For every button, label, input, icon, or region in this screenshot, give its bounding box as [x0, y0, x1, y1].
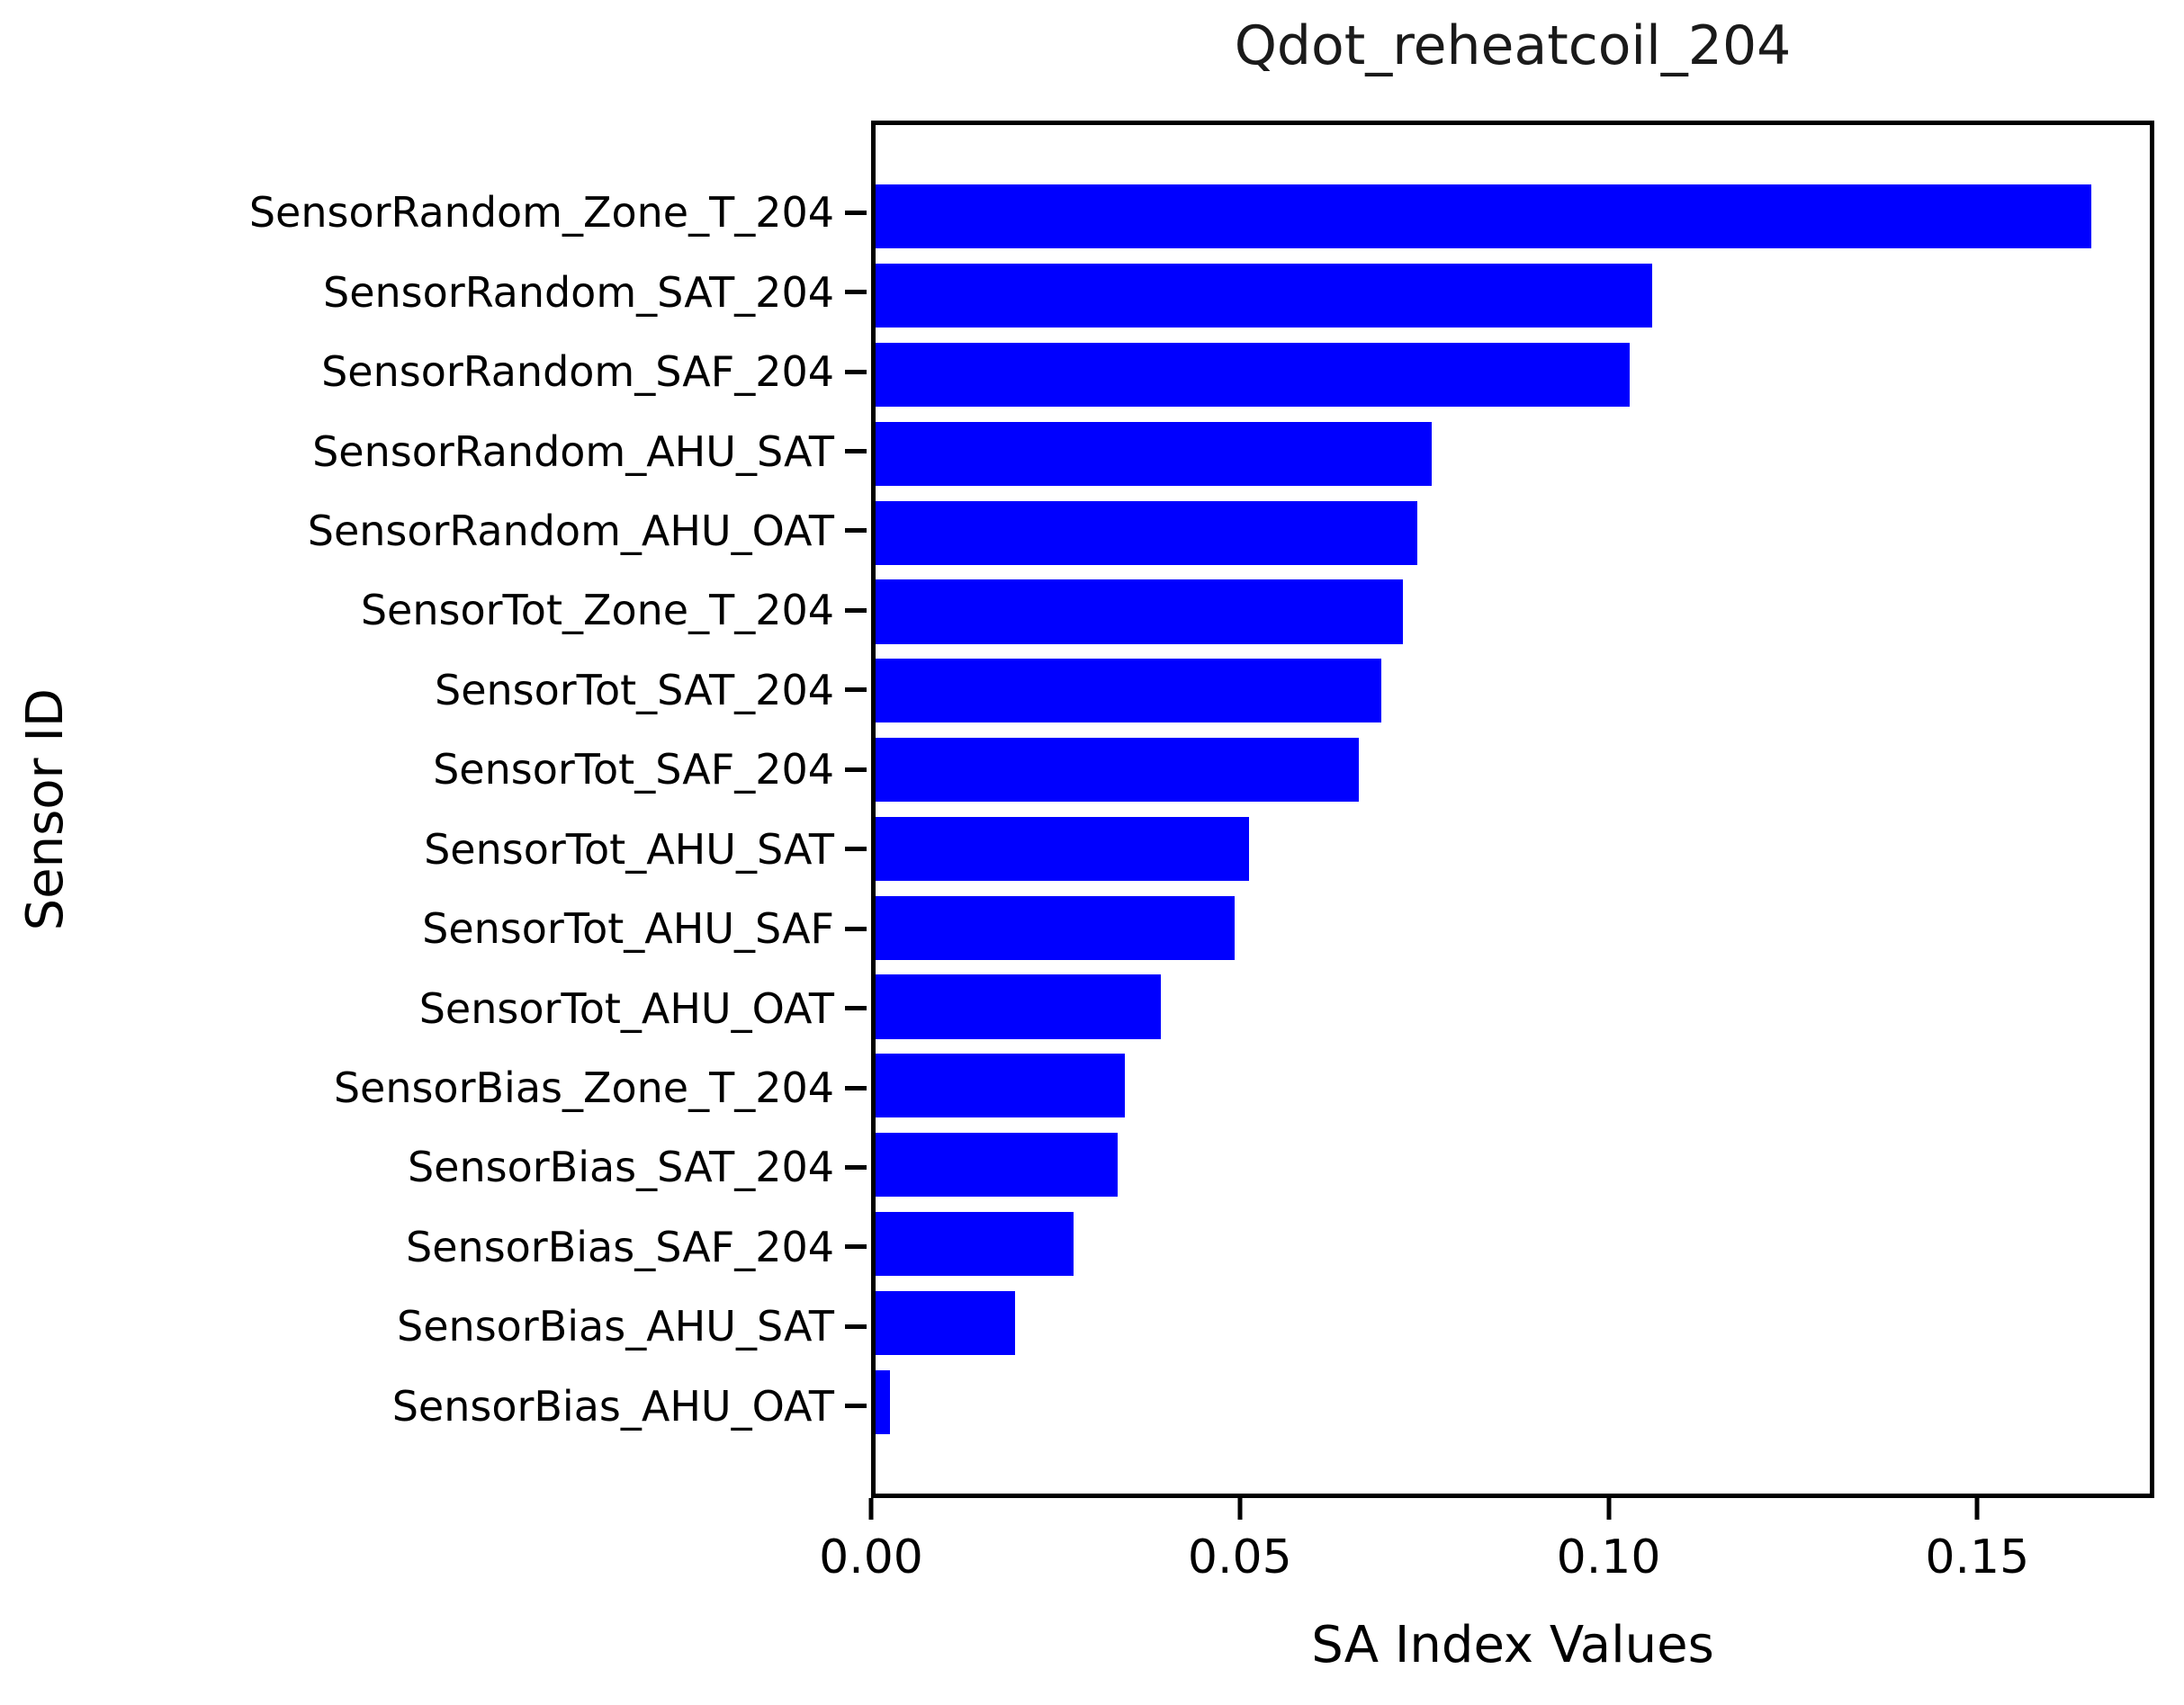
bar-row	[876, 572, 2150, 651]
y-tick-mark	[845, 1324, 867, 1329]
y-tick-mark	[845, 1404, 867, 1409]
bar	[876, 264, 1652, 328]
bar-row	[876, 731, 2150, 810]
bar-row	[876, 493, 2150, 572]
y-tick-row: SensorTot_AHU_SAT	[0, 810, 867, 889]
y-tick-label: SensorTot_SAF_204	[433, 745, 834, 794]
bar	[876, 1054, 1125, 1118]
x-tick-label: 0.05	[1187, 1530, 1292, 1584]
y-tick-mark	[845, 926, 867, 931]
x-tick-label: 0.00	[819, 1530, 923, 1584]
bar	[876, 1211, 1074, 1277]
y-tick-mark	[845, 210, 867, 215]
bar	[876, 1369, 891, 1434]
y-tick-row: SensorTot_Zone_T_204	[0, 570, 867, 650]
y-tick-mark	[845, 1164, 867, 1170]
y-tick-mark	[845, 767, 867, 772]
y-tick-row: SensorTot_SAF_204	[0, 730, 867, 809]
y-tick-row: SensorRandom_AHU_SAT	[0, 411, 867, 490]
x-tick-mark	[1237, 1498, 1243, 1520]
bar	[876, 659, 1381, 723]
x-tick-labels: 0.00 0.05 0.10 0.15	[819, 1498, 2154, 1615]
y-tick-row: SensorBias_AHU_OAT	[0, 1367, 867, 1446]
y-tick-label: SensorRandom_AHU_SAT	[312, 426, 834, 476]
y-tick-row: SensorRandom_AHU_OAT	[0, 491, 867, 570]
x-tick-mark	[1606, 1498, 1612, 1520]
bar-row	[876, 967, 2150, 1046]
y-tick-row: SensorTot_AHU_SAF	[0, 889, 867, 968]
bar-row	[876, 336, 2150, 415]
bar-row	[876, 1362, 2150, 1441]
bar-row	[876, 651, 2150, 731]
y-tick-label: SensorTot_AHU_OAT	[418, 983, 834, 1033]
y-tick-mark	[845, 607, 867, 613]
y-tick-label: SensorRandom_AHU_OAT	[307, 506, 834, 555]
y-tick-row: SensorRandom_SAF_204	[0, 332, 867, 411]
y-tick-mark	[845, 449, 867, 454]
bar	[876, 342, 1631, 408]
y-tick-label: SensorBias_SAT_204	[407, 1143, 834, 1192]
bar	[876, 500, 1418, 565]
y-tick-mark	[845, 847, 867, 852]
y-tick-label: SensorBias_AHU_SAT	[397, 1302, 834, 1351]
plot-area	[871, 121, 2154, 1498]
bar	[876, 421, 1433, 486]
y-tick-label: SensorRandom_Zone_T_204	[248, 188, 834, 238]
y-tick-mark	[845, 1006, 867, 1011]
y-tick-label: SensorTot_AHU_SAF	[422, 904, 834, 954]
y-tick-label: SensorTot_SAT_204	[435, 665, 834, 714]
x-tick-label: 0.10	[1556, 1530, 1661, 1584]
bars-container	[876, 125, 2150, 1494]
bar-row	[876, 1205, 2150, 1284]
x-tick-mark	[868, 1498, 874, 1520]
bar	[876, 816, 1250, 881]
y-tick-row: SensorRandom_SAT_204	[0, 252, 867, 331]
bar	[876, 1133, 1118, 1198]
bar-row	[876, 256, 2150, 336]
y-tick-row: SensorBias_Zone_T_204	[0, 1048, 867, 1127]
x-tick-label: 0.15	[1925, 1530, 2030, 1584]
bar-row	[876, 1283, 2150, 1362]
chart-title: Qdot_reheatcoil_204	[1234, 14, 1792, 77]
y-tick-label: SensorRandom_SAT_204	[323, 267, 834, 317]
bar	[876, 579, 1403, 644]
y-tick-label: SensorBias_Zone_T_204	[333, 1063, 834, 1113]
bar-row	[876, 888, 2150, 967]
y-tick-mark	[845, 369, 867, 374]
y-tick-mark	[845, 687, 867, 693]
y-tick-mark	[845, 528, 867, 534]
y-tick-row: SensorRandom_Zone_T_204	[0, 173, 867, 252]
bar	[876, 974, 1162, 1039]
y-tick-label: SensorRandom_SAF_204	[321, 347, 834, 397]
bar	[876, 1290, 1015, 1355]
bar	[876, 184, 2091, 249]
x-axis-label: SA Index Values	[1311, 1616, 1714, 1674]
y-tick-mark	[845, 1085, 867, 1090]
y-tick-label: SensorTot_Zone_T_204	[360, 586, 834, 635]
x-tick-mark	[1974, 1498, 1980, 1520]
y-tick-row: SensorBias_AHU_SAT	[0, 1287, 867, 1366]
bar-row	[876, 414, 2150, 493]
bar-row	[876, 1046, 2150, 1126]
y-tick-row: SensorTot_AHU_OAT	[0, 968, 867, 1047]
y-tick-row: SensorBias_SAT_204	[0, 1127, 867, 1207]
y-tick-label: SensorBias_SAF_204	[406, 1222, 834, 1271]
y-tick-row: SensorBias_SAF_204	[0, 1207, 867, 1287]
y-tick-mark	[845, 290, 867, 295]
bar-row	[876, 810, 2150, 889]
bar	[876, 738, 1360, 803]
y-tick-labels: SensorRandom_Zone_T_204 SensorRandom_SAT_…	[0, 121, 867, 1498]
y-tick-row: SensorTot_SAT_204	[0, 651, 867, 730]
y-tick-label: SensorBias_AHU_OAT	[391, 1381, 834, 1431]
bar	[876, 895, 1235, 960]
bar-row	[876, 1126, 2150, 1205]
y-tick-label: SensorTot_AHU_SAT	[424, 824, 834, 874]
y-tick-mark	[845, 1244, 867, 1250]
bar-row	[876, 177, 2150, 256]
